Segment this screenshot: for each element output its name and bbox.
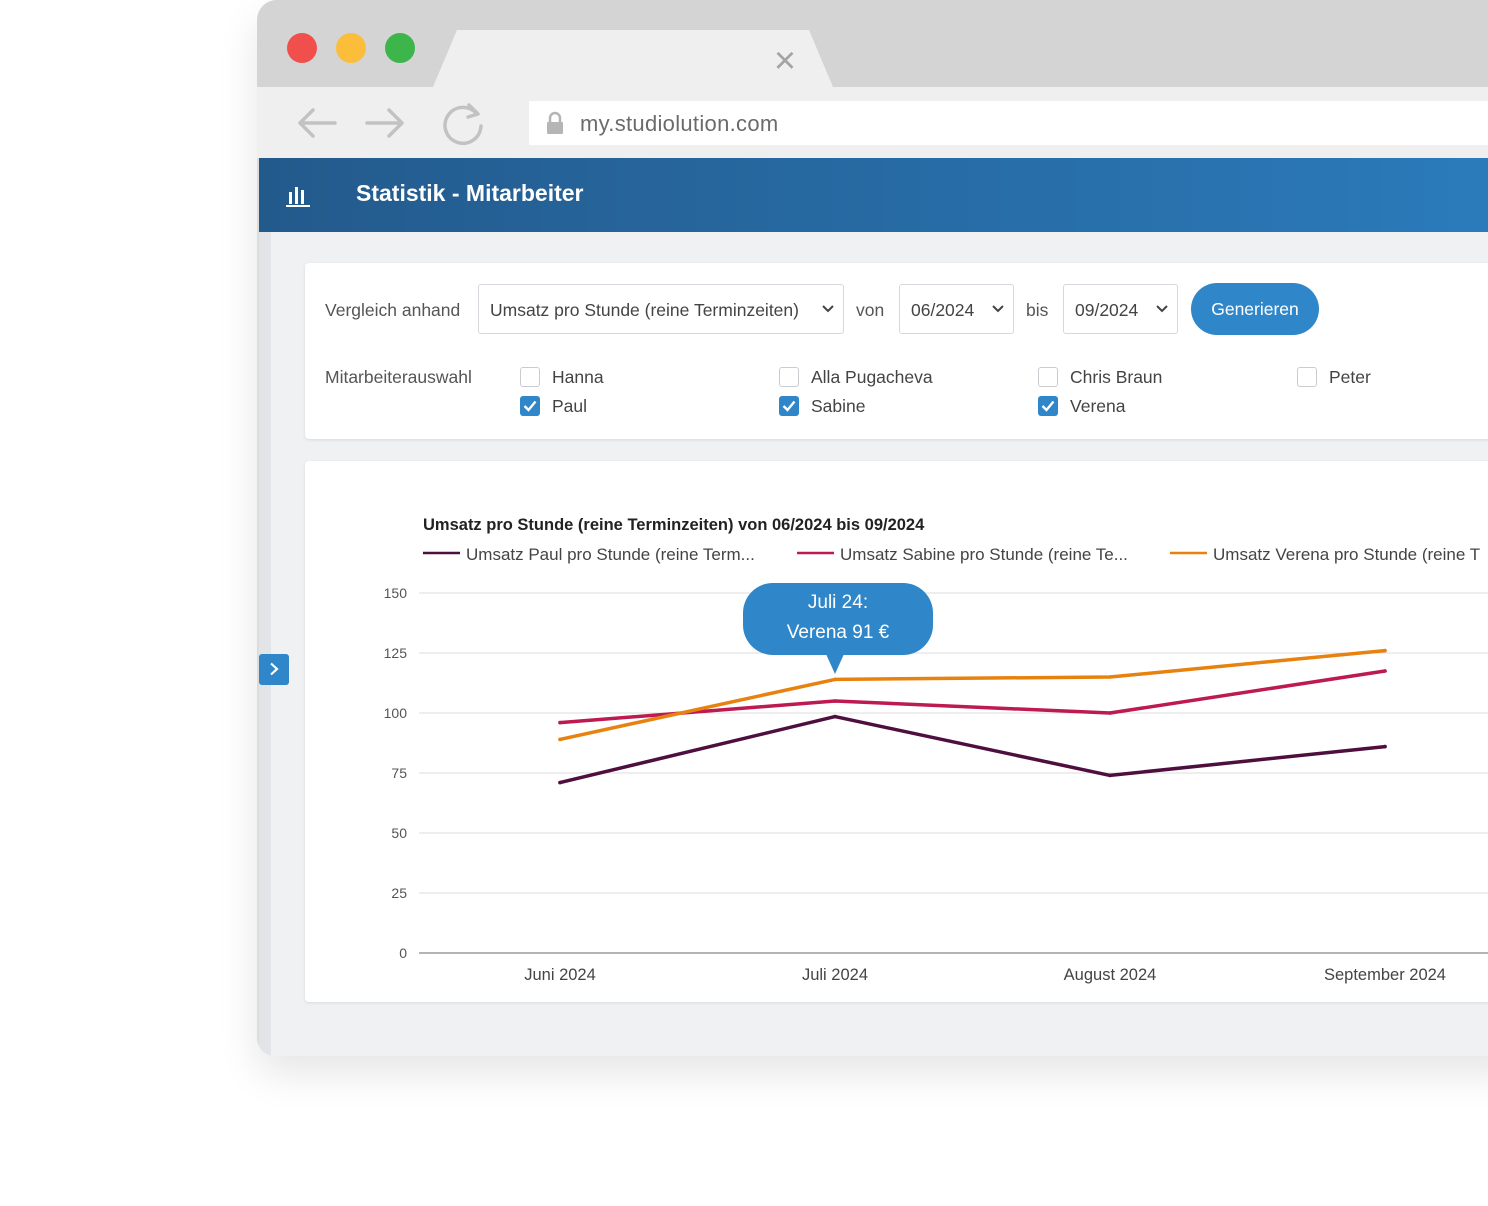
sidebar-toggle-button[interactable] xyxy=(259,654,289,685)
compare-label: Vergleich anhand xyxy=(325,300,461,320)
checkmark-icon xyxy=(782,400,796,412)
checkbox-paul[interactable] xyxy=(520,396,540,416)
employee-label: Hanna xyxy=(552,367,604,387)
from-label: von xyxy=(856,300,885,320)
chevron-down-icon xyxy=(1156,305,1168,313)
to-label: bis xyxy=(1026,300,1049,320)
close-window-button[interactable] xyxy=(287,33,317,63)
from-select[interactable]: 06/2024 xyxy=(899,284,1014,334)
checkmark-icon xyxy=(1041,400,1055,412)
reload-icon[interactable] xyxy=(441,101,485,146)
generate-button[interactable]: Generieren xyxy=(1191,283,1319,335)
employee-label: Alla Pugacheva xyxy=(811,367,933,387)
employee-label: Verena xyxy=(1070,396,1126,416)
chevron-right-icon xyxy=(270,662,279,676)
employee-label: Chris Braun xyxy=(1070,367,1163,387)
back-arrow-icon[interactable] xyxy=(295,101,339,145)
chevron-down-icon xyxy=(992,305,1004,313)
to-select[interactable]: 09/2024 xyxy=(1063,284,1178,334)
employee-label: Paul xyxy=(552,396,588,416)
bar-chart-icon[interactable] xyxy=(285,182,311,208)
page-title: Statistik - Mitarbeiter xyxy=(356,180,584,206)
nav-bar: my.studiolution.com xyxy=(257,87,1488,158)
checkbox-sabine[interactable] xyxy=(779,396,799,416)
url-text: my.studiolution.com xyxy=(580,111,779,136)
tab-bar: × xyxy=(257,0,1488,87)
browser-window: × my.studiolution.com Statistik - Mitarb… xyxy=(257,0,1488,1056)
minimize-window-button[interactable] xyxy=(336,33,366,63)
maximize-window-button[interactable] xyxy=(385,33,415,63)
close-icon[interactable]: × xyxy=(773,40,797,82)
lock-icon xyxy=(547,111,563,134)
main-content: Vergleich anhand Umsatz pro Stunde (rein… xyxy=(259,232,1488,1056)
filter-card: Vergleich anhand Umsatz pro Stunde (rein… xyxy=(305,263,1488,439)
compare-select[interactable]: Umsatz pro Stunde (reine Terminzeiten) xyxy=(478,284,844,334)
employee-label: Sabine xyxy=(811,396,866,416)
checkbox-chris-braun[interactable] xyxy=(1038,367,1058,387)
checkbox-hanna[interactable] xyxy=(520,367,540,387)
address-bar[interactable]: my.studiolution.com xyxy=(529,101,1488,145)
app-header: Statistik - Mitarbeiter xyxy=(259,158,1488,232)
chevron-down-icon xyxy=(822,305,834,313)
checkbox-verena[interactable] xyxy=(1038,396,1058,416)
employee-selection-label: Mitarbeiterauswahl xyxy=(325,367,472,387)
employee-label: Peter xyxy=(1329,367,1371,387)
checkbox-alla-pugacheva[interactable] xyxy=(779,367,799,387)
browser-tab[interactable] xyxy=(433,30,833,87)
forward-arrow-icon[interactable] xyxy=(363,101,407,145)
checkbox-peter[interactable] xyxy=(1297,367,1317,387)
checkmark-icon xyxy=(523,400,537,412)
chart-card xyxy=(305,461,1488,1002)
